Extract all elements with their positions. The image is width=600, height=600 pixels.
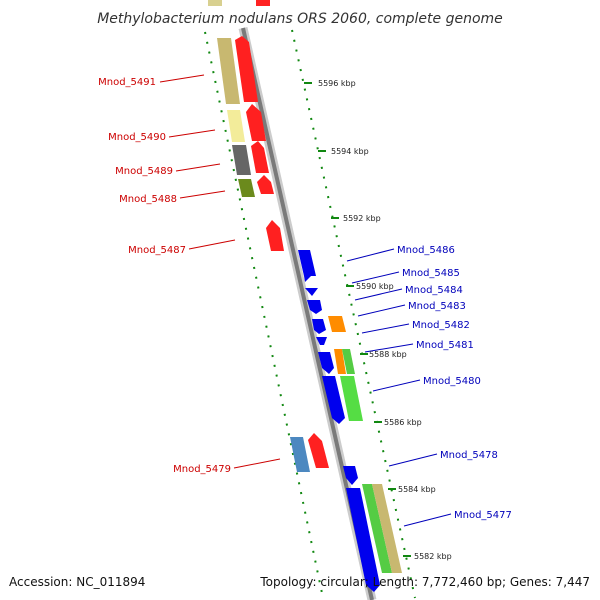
- gene-label-mnod-5487[interactable]: Mnod_5487: [128, 245, 186, 256]
- gene-label-mnod-5479[interactable]: Mnod_5479: [173, 464, 231, 475]
- tick-label: 5590 kbp: [356, 282, 394, 291]
- feature-mnod-5487: [266, 220, 284, 251]
- feature-mnod-5489-b: [251, 141, 269, 173]
- leader-line: [188, 239, 236, 250]
- gene-label-mnod-5477[interactable]: Mnod_5477: [454, 510, 512, 521]
- ruler-ticks: 5596 kbp 5594 kbp 5592 kbp 5590 kbp 5588…: [304, 79, 452, 561]
- gene-label-mnod-5481[interactable]: Mnod_5481: [416, 340, 474, 351]
- feature-mnod-5480: [322, 376, 345, 424]
- feature-mnod-5481-green: [342, 349, 355, 374]
- leader-line: [372, 379, 421, 392]
- leader-line: [175, 163, 221, 172]
- feature-mnod-5482: [316, 337, 327, 345]
- gene-label-mnod-5478[interactable]: Mnod_5478: [440, 450, 498, 461]
- feature-top-partial-1: [208, 0, 222, 6]
- gene-label-mnod-5489[interactable]: Mnod_5489: [115, 166, 173, 177]
- right-ruler-guide: [291, 29, 416, 599]
- feature-mnod-5490-b: [246, 104, 266, 141]
- feature-mnod-5491-a: [217, 38, 240, 104]
- right-features: [298, 250, 402, 592]
- feature-mnod-5482-orange: [328, 316, 346, 332]
- gene-label-mnod-5480[interactable]: Mnod_5480: [423, 376, 481, 387]
- feature-mnod-5481: [318, 352, 334, 374]
- feature-mnod-5477: [346, 488, 380, 592]
- leader-line: [159, 74, 205, 83]
- feature-top-partial-2: [256, 0, 270, 6]
- feature-mnod-5490-a: [227, 110, 245, 142]
- gene-label-mnod-5491[interactable]: Mnod_5491: [98, 77, 156, 88]
- accession-text: Accession: NC_011894: [9, 575, 146, 589]
- gene-label-mnod-5485[interactable]: Mnod_5485: [402, 268, 460, 279]
- tick-label: 5592 kbp: [343, 214, 381, 223]
- tick-label: 5588 kbp: [369, 350, 407, 359]
- tick-label: 5584 kbp: [398, 485, 436, 494]
- leader-line: [168, 129, 216, 138]
- left-gene-labels: Mnod_5491 Mnod_5490 Mnod_5489 Mnod_5488 …: [98, 74, 281, 475]
- feature-mnod-5485: [305, 288, 318, 296]
- leader-line: [364, 343, 414, 353]
- feature-mnod-5488-a: [238, 179, 255, 197]
- tick-label: 5594 kbp: [331, 147, 369, 156]
- feature-mnod-5488-b: [257, 175, 274, 194]
- feature-mnod-5477-tan: [372, 484, 402, 573]
- left-features: [217, 36, 329, 472]
- tick-label: 5586 kbp: [384, 418, 422, 427]
- topology-text: Topology: circular; Length: 7,772,460 bp…: [260, 575, 590, 589]
- right-gene-labels: Mnod_5486 Mnod_5485 Mnod_5484 Mnod_5483 …: [346, 245, 512, 527]
- gene-label-mnod-5483[interactable]: Mnod_5483: [408, 301, 466, 312]
- gene-label-mnod-5486[interactable]: Mnod_5486: [397, 245, 455, 256]
- feature-mnod-5477-green: [362, 484, 392, 573]
- feature-mnod-5478: [343, 466, 358, 485]
- gene-label-mnod-5484[interactable]: Mnod_5484: [405, 285, 463, 296]
- feature-mnod-5483: [312, 319, 326, 334]
- leader-line: [351, 271, 400, 284]
- leader-line: [233, 458, 281, 469]
- leader-line: [346, 248, 395, 262]
- gene-label-mnod-5482[interactable]: Mnod_5482: [412, 320, 470, 331]
- map-title: Methylobacterium nodulans ORS 2060, comp…: [97, 11, 503, 27]
- tick-label: 5582 kbp: [414, 552, 452, 561]
- leader-line: [354, 288, 403, 301]
- feature-mnod-5479-a: [290, 437, 310, 472]
- feature-mnod-5486: [298, 250, 316, 282]
- feature-mnod-5484: [307, 300, 322, 314]
- gene-label-mnod-5488[interactable]: Mnod_5488: [119, 194, 177, 205]
- leader-line: [361, 323, 410, 334]
- leader-line: [403, 513, 452, 527]
- left-ruler-guide: [204, 31, 324, 599]
- leader-line: [357, 304, 406, 317]
- feature-mnod-5481-orange: [334, 349, 346, 374]
- feature-mnod-5479-b: [308, 433, 329, 468]
- feature-mnod-5480-green: [340, 376, 363, 421]
- leader-line: [179, 190, 226, 199]
- feature-mnod-5491-b: [235, 36, 258, 102]
- leader-line: [388, 453, 438, 467]
- feature-mnod-5489-a: [232, 145, 251, 175]
- gene-label-mnod-5490[interactable]: Mnod_5490: [108, 132, 166, 143]
- tick-label: 5596 kbp: [318, 79, 356, 88]
